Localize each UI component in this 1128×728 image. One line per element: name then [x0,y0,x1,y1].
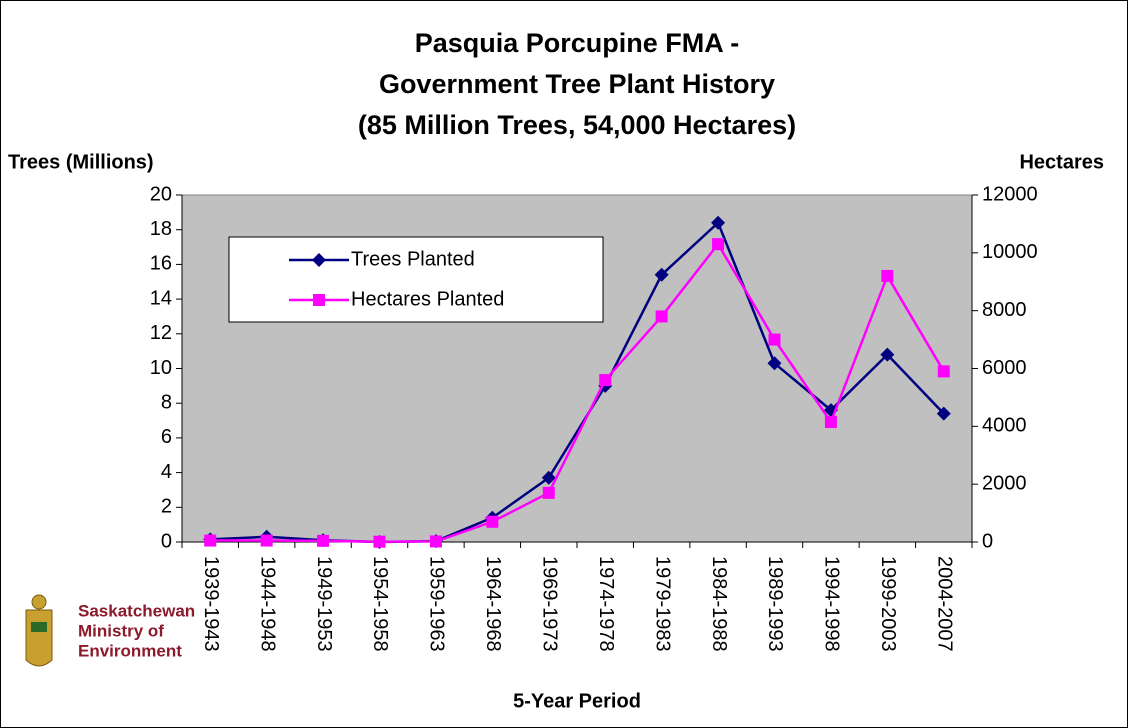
point [486,515,499,528]
y2-tick-label: 12000 [982,183,1038,205]
point [824,415,837,428]
point [881,269,894,282]
y2-tick-label: 6000 [982,357,1027,379]
y2-tick-label: 2000 [982,472,1027,494]
point [313,294,325,306]
x-tick-label: 1939-1943 [200,556,222,652]
logo-text: Ministry of [78,621,164,640]
x-tick-label: 1984-1988 [708,556,730,652]
legend-label: Hectares Planted [351,288,504,310]
y-tick-label: 18 [150,218,172,240]
logo-text: Saskatchewan [78,601,195,620]
y-axis-label: Trees (Millions) [8,151,154,173]
point [429,535,442,548]
x-tick-label: 1964-1968 [482,556,504,652]
y-tick-label: 16 [150,253,172,275]
series-line [210,241,945,543]
logo-crest [25,609,53,667]
x-tick-label: 1969-1973 [539,556,561,652]
y2-tick-label: 4000 [982,415,1027,437]
x-tick-label: 1994-1998 [821,556,843,652]
y2-tick-label: 10000 [982,241,1038,263]
x-tick-label: 1979-1983 [651,556,673,652]
point [712,238,725,251]
point [655,310,668,323]
point [373,535,386,548]
x-tick-label: 1999-2003 [877,556,899,652]
y2-axis-label: Hectares [1019,151,1104,173]
chart-title: Government Tree Plant History [379,69,775,99]
x-tick-label: 1989-1993 [764,556,786,652]
point [204,534,217,547]
y2-tick-label: 8000 [982,299,1027,321]
y-tick-label: 6 [161,426,172,448]
y-tick-label: 12 [150,322,172,344]
y-tick-label: 8 [161,391,172,413]
point [599,374,612,387]
point [654,267,669,282]
y-tick-label: 2 [161,496,172,518]
point [541,470,556,485]
y-tick-label: 10 [150,357,172,379]
point [260,534,273,547]
x-tick-label: 1974-1978 [595,556,617,652]
y-tick-label: 4 [161,461,172,483]
y-tick-label: 20 [150,183,172,205]
point [937,365,950,378]
logo-field [31,622,47,632]
point [542,486,555,499]
point [711,215,726,230]
point [312,253,326,267]
x-tick-label: 1959-1963 [426,556,448,652]
point [936,406,951,421]
x-tick-label: 1954-1958 [369,556,391,652]
y-tick-label: 14 [150,287,172,309]
legend-label: Trees Planted [351,248,475,270]
logo: Saskatchewan Ministry of Environment [25,594,195,667]
y2-tick-label: 0 [982,530,993,552]
x-axis-label: 5-Year Period [513,690,641,712]
chart-title: (85 Million Trees, 54,000 Hectares) [358,110,796,140]
point [768,333,781,346]
x-tick-label: 1949-1953 [313,556,335,652]
chart-title: Pasquia Porcupine FMA - [415,28,740,58]
logo-crown [31,594,47,610]
point [767,356,782,371]
logo-text: Environment [78,641,182,660]
x-tick-label: 2004-2007 [934,556,956,652]
y-tick-label: 0 [161,530,172,552]
point [317,534,330,547]
x-tick-label: 1944-1948 [256,556,278,652]
legend [228,236,604,323]
point [880,347,895,362]
